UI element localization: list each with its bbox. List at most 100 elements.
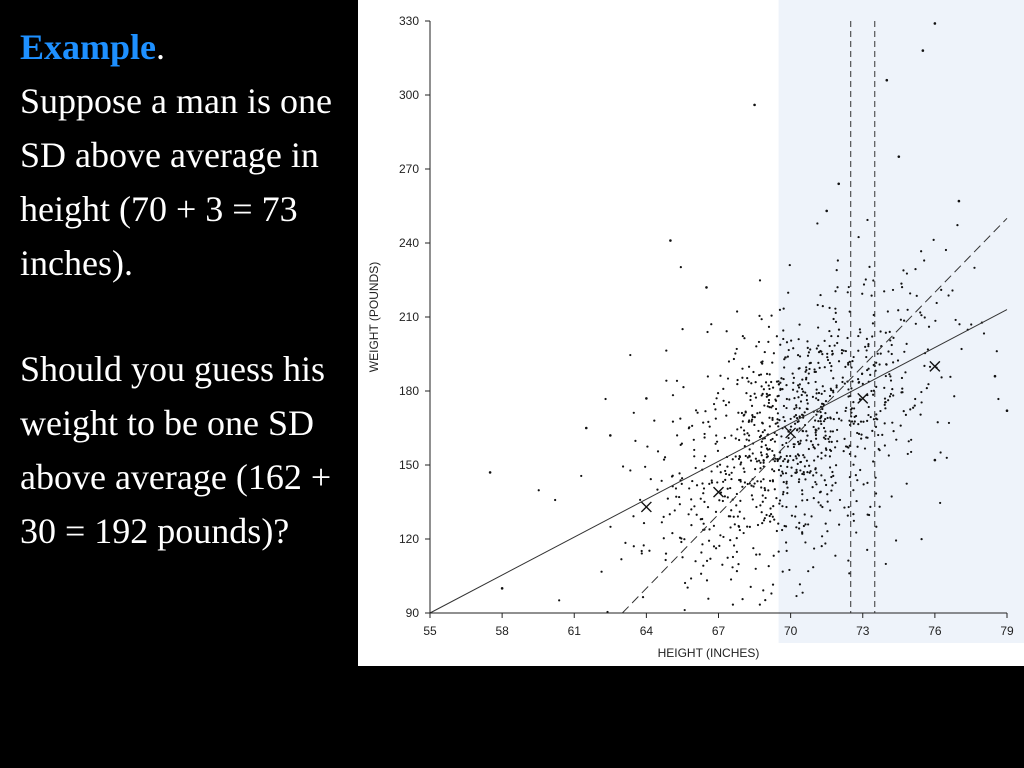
data-point	[804, 478, 807, 481]
data-point	[860, 437, 863, 440]
data-point	[792, 381, 795, 384]
outlier-point	[825, 209, 828, 213]
data-point	[740, 411, 744, 415]
data-point	[773, 454, 776, 457]
data-point	[814, 380, 817, 384]
data-point	[782, 460, 785, 463]
data-point	[743, 470, 746, 473]
data-point	[801, 499, 804, 502]
data-point	[824, 454, 827, 457]
data-point	[671, 532, 674, 535]
data-point	[741, 485, 744, 488]
data-point	[836, 286, 839, 289]
data-point	[761, 500, 764, 503]
data-point	[731, 555, 735, 559]
data-point	[894, 539, 898, 542]
data-point	[707, 597, 710, 600]
x-tick-label: 76	[928, 624, 942, 638]
data-point	[760, 394, 763, 397]
data-point	[823, 339, 826, 342]
data-point	[731, 458, 734, 461]
data-point	[784, 525, 788, 528]
data-point	[940, 376, 943, 379]
data-point	[776, 421, 779, 424]
data-point	[683, 538, 686, 541]
data-point	[817, 398, 820, 402]
data-point	[680, 482, 683, 485]
data-point	[871, 429, 874, 432]
data-point	[852, 489, 855, 492]
x-marker-stroke	[785, 427, 797, 439]
data-point	[803, 411, 806, 414]
data-point	[770, 406, 773, 409]
data-point	[923, 364, 926, 368]
data-point	[710, 470, 713, 473]
data-point	[750, 420, 753, 423]
paragraph-1-text: Suppose a man is one SD above average in…	[20, 81, 332, 283]
data-point	[820, 457, 823, 460]
data-point	[805, 368, 808, 372]
data-point	[909, 408, 912, 411]
data-point	[773, 518, 776, 521]
data-point	[870, 294, 873, 297]
data-point	[796, 462, 799, 465]
data-point	[776, 418, 779, 421]
data-point	[770, 314, 773, 317]
data-point	[782, 329, 785, 332]
data-point	[834, 307, 837, 310]
data-point	[745, 392, 748, 395]
data-point	[819, 410, 822, 414]
data-point	[832, 391, 835, 394]
data-point	[805, 430, 808, 433]
data-point	[759, 461, 762, 464]
data-point	[831, 430, 835, 433]
data-point	[681, 556, 684, 559]
data-point	[771, 386, 775, 389]
data-point	[777, 425, 780, 428]
data-point	[905, 342, 908, 345]
data-point	[883, 397, 887, 400]
data-point	[797, 454, 801, 457]
data-point	[808, 464, 811, 467]
y-tick-label: 90	[406, 606, 420, 620]
data-point	[795, 406, 798, 409]
data-point	[746, 432, 749, 435]
data-point	[691, 424, 694, 427]
data-point	[870, 389, 873, 393]
data-point	[803, 456, 806, 459]
data-point	[807, 381, 810, 385]
data-point	[702, 459, 706, 463]
data-point	[846, 514, 849, 517]
data-point	[883, 290, 886, 293]
data-point	[701, 482, 704, 485]
data-point	[852, 463, 855, 466]
data-point	[760, 445, 763, 448]
data-point	[760, 385, 763, 388]
data-point	[810, 515, 813, 518]
data-point	[752, 485, 755, 488]
data-point	[857, 334, 860, 338]
data-point	[790, 339, 793, 342]
data-point	[786, 486, 789, 489]
data-point	[732, 544, 736, 547]
data-point	[783, 458, 786, 461]
data-point	[804, 391, 807, 394]
data-point	[773, 440, 777, 443]
data-point	[771, 404, 774, 408]
data-point	[716, 481, 719, 484]
y-tick-label: 300	[399, 88, 419, 102]
data-point	[737, 525, 741, 528]
data-point	[785, 480, 788, 483]
data-point	[719, 471, 722, 474]
data-point	[830, 489, 833, 492]
data-point	[793, 422, 797, 425]
data-point	[829, 430, 832, 433]
data-point	[811, 395, 815, 398]
data-point	[781, 388, 784, 391]
data-point	[748, 482, 751, 485]
data-point	[767, 565, 770, 568]
data-point	[836, 428, 839, 432]
data-point	[857, 423, 860, 426]
data-point	[714, 547, 718, 550]
data-point	[777, 383, 780, 386]
